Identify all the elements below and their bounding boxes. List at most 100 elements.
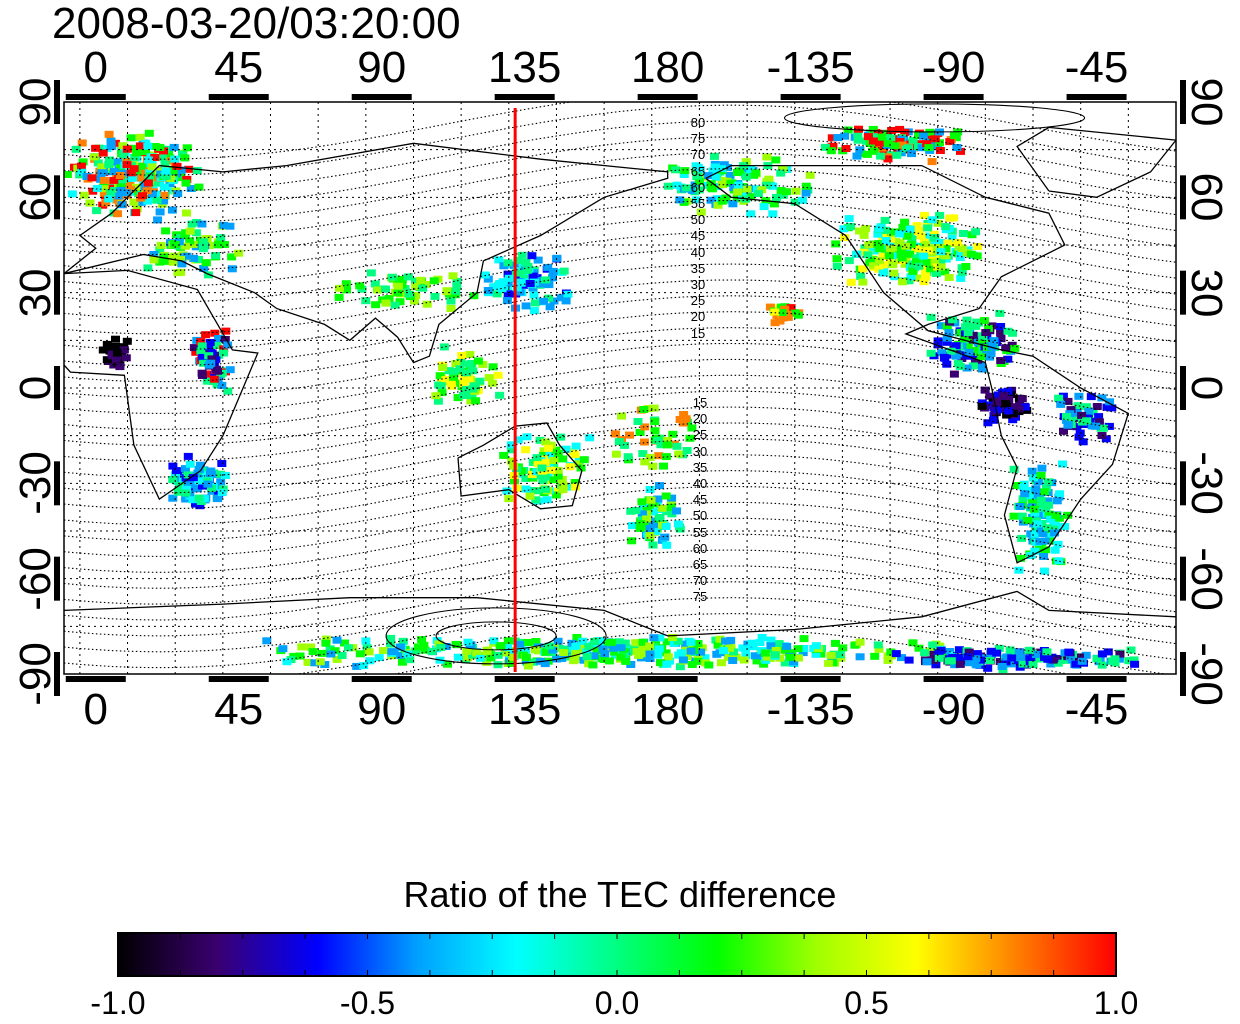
- tec-cell: [321, 635, 331, 643]
- tec-cell: [82, 173, 92, 180]
- tec-cell: [861, 225, 870, 233]
- tec-cell: [456, 358, 466, 366]
- tec-cell: [129, 198, 139, 206]
- tec-cell: [506, 441, 516, 449]
- tec-cell: [1108, 657, 1118, 665]
- tec-cell: [1003, 355, 1013, 363]
- tec-cell: [359, 662, 369, 670]
- tec-cell: [655, 634, 665, 642]
- tec-cell: [908, 639, 918, 647]
- tec-cell: [371, 301, 381, 309]
- top-tick-bar: [208, 94, 269, 100]
- tec-cell: [1077, 657, 1087, 665]
- tec-cell: [620, 441, 629, 449]
- right-latitude-label: 60: [1182, 172, 1231, 222]
- tec-cell: [972, 650, 982, 658]
- tec-cell: [216, 478, 226, 486]
- right-latitude-label: 0: [1182, 375, 1231, 401]
- tec-cell: [418, 284, 428, 292]
- tec-cell: [1054, 394, 1064, 402]
- bottom-longitude-label: -135: [766, 685, 855, 734]
- tec-cell: [119, 346, 129, 354]
- tec-cell: [1001, 344, 1011, 352]
- tec-cell: [379, 647, 388, 655]
- tec-cell: [686, 647, 696, 655]
- tec-cell: [1003, 387, 1013, 395]
- tec-cell: [888, 261, 898, 269]
- tec-cell: [876, 152, 886, 160]
- tec-cell: [317, 649, 327, 657]
- tec-cell: [852, 250, 862, 258]
- bottom-longitude-label: 45: [214, 685, 264, 734]
- tec-cell: [778, 191, 788, 199]
- tec-cell: [721, 637, 731, 645]
- tec-cell: [169, 143, 179, 151]
- tec-cell: [875, 133, 885, 141]
- tec-cell: [786, 653, 795, 661]
- tec-cell: [928, 641, 938, 649]
- tec-cell: [778, 165, 788, 173]
- tec-cell: [603, 645, 613, 653]
- tec-cell: [114, 192, 124, 200]
- tec-cell: [1017, 512, 1027, 520]
- tec-cell: [381, 299, 391, 307]
- tec-cell: [926, 253, 936, 261]
- tec-cell: [1066, 406, 1076, 414]
- tec-cell: [923, 224, 933, 232]
- left-tick-bar: [54, 80, 60, 124]
- tec-cell: [207, 484, 216, 492]
- colorbar-tick-label: 1.0: [1093, 985, 1139, 1021]
- tec-cell: [85, 199, 95, 207]
- tec-cell: [906, 273, 916, 281]
- tec-cell: [473, 357, 483, 365]
- tec-cell: [640, 438, 649, 446]
- tec-cell: [173, 190, 183, 198]
- tec-cell: [863, 133, 873, 141]
- tec-cell: [355, 282, 365, 290]
- tec-cell: [386, 634, 396, 642]
- tec-cell: [679, 411, 689, 418]
- tec-cell: [685, 434, 695, 442]
- tec-cell: [489, 637, 499, 645]
- tec-cell: [102, 356, 112, 364]
- tec-cell: [681, 184, 691, 192]
- tec-cell: [951, 342, 961, 350]
- tec-cell: [858, 265, 868, 273]
- tec-cell: [194, 466, 204, 473]
- tec-cell: [645, 642, 654, 650]
- mlat-label-north: 25: [690, 293, 706, 309]
- top-longitude-label: 0: [83, 43, 109, 92]
- tec-cell: [417, 636, 427, 644]
- tec-cell: [198, 245, 208, 253]
- tec-cell: [1028, 499, 1038, 507]
- mlat-label-north: 55: [690, 196, 706, 211]
- tec-cell: [1046, 660, 1056, 668]
- tec-cell: [878, 252, 888, 260]
- tec-cell: [1037, 464, 1047, 472]
- tec-cell: [1042, 648, 1052, 656]
- tec-cell: [844, 257, 854, 265]
- tec-cell: [523, 639, 533, 646]
- tec-cell: [662, 660, 672, 668]
- tec-cell: [180, 232, 190, 240]
- tec-cell: [1018, 483, 1028, 491]
- tec-cell: [729, 648, 739, 656]
- tec-cell: [1097, 650, 1107, 658]
- mlat-contour: [64, 168, 1176, 240]
- tec-cell: [895, 138, 905, 145]
- tec-cell: [985, 657, 995, 664]
- tec-cell: [777, 309, 787, 316]
- bottom-tick-bar: [208, 676, 269, 682]
- top-longitude-label: 180: [630, 43, 705, 92]
- tec-cell: [614, 638, 624, 646]
- tec-cell: [635, 428, 645, 436]
- tec-cell: [159, 197, 169, 205]
- tec-cell: [886, 648, 896, 656]
- plot-title: 2008-03-20/03:20:00: [52, 0, 461, 48]
- bottom-longitude-label: 180: [630, 685, 705, 734]
- tec-cell: [1024, 646, 1034, 654]
- tec-cell: [104, 130, 114, 138]
- mlat-contour: [391, 628, 1071, 674]
- tec-cell: [405, 656, 415, 664]
- tec-cell: [483, 287, 493, 294]
